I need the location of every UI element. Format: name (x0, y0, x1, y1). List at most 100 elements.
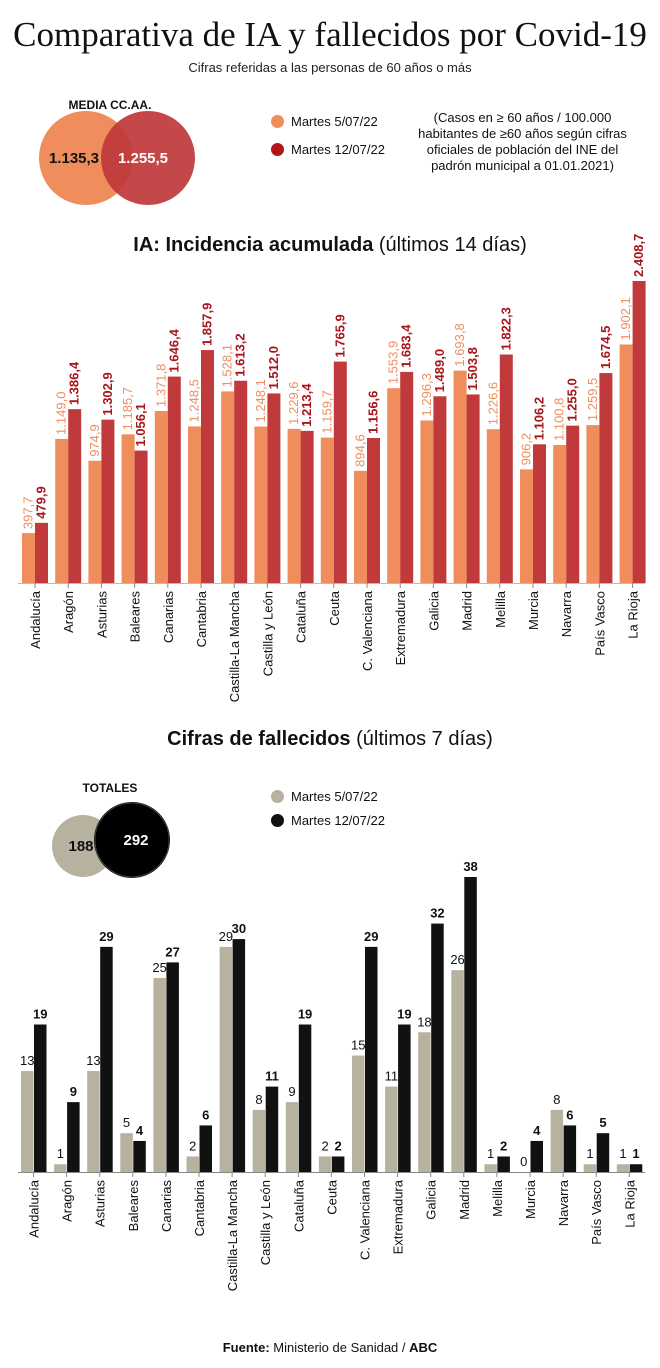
legend-ia-series2: Martes 12/07/22 (271, 142, 385, 157)
fallecidos-data-label-s1: 29 (219, 929, 233, 944)
legend-dot-icon (271, 143, 284, 156)
ia-bar-s2 (234, 380, 248, 583)
ia-bar-s1 (586, 425, 600, 583)
ia-data-label-s2: 1.822,3 (498, 307, 513, 350)
fallecidos-data-label-s1: 2 (189, 1138, 196, 1153)
ia-category-label: Melilla (493, 590, 508, 628)
ia-data-label-s2: 1.302,9 (100, 372, 115, 415)
ia-bar-s1 (320, 437, 334, 583)
fallecidos-category-label: Navarra (556, 1179, 571, 1226)
source-prefix: Fuente: (222, 1340, 270, 1355)
fallecidos-data-label-s2: 2 (500, 1138, 507, 1153)
fallecidos-data-label-s1: 11 (385, 1069, 399, 1084)
fallecidos-category-label: Canarias (159, 1180, 174, 1233)
fallecidos-data-label-s2: 30 (232, 921, 246, 936)
fallecidos-category-label: C. Valenciana (358, 1179, 373, 1260)
ia-data-label-s2: 1.674,5 (598, 326, 613, 369)
ia-category-label: País Vasco (592, 591, 607, 656)
fallecidos-data-label-s1: 1 (487, 1146, 494, 1161)
ia-category-label: Castilla y León (260, 591, 275, 676)
legend-label: Martes 5/07/22 (291, 114, 378, 129)
fallecidos-data-label-s2: 4 (136, 1123, 144, 1138)
source-text: Ministerio de Sanidad / (269, 1340, 410, 1355)
fallecidos-bar-s2 (199, 1125, 212, 1172)
fallecidos-category-label: Madrid (457, 1180, 472, 1220)
ia-data-label-s2: 1.857,9 (200, 303, 215, 346)
ia-category-label: La Rioja (626, 590, 641, 638)
ia-category-label: Cataluña (294, 590, 309, 643)
ia-bar-s1 (619, 344, 633, 583)
methodology-note: (Casos en ≥ 60 años / 100.000 habitantes… (418, 110, 627, 173)
fallecidos-data-label-s2: 29 (99, 929, 113, 944)
ia-data-label-s1: 1.528,1 (220, 344, 235, 387)
ia-bar-s2 (68, 409, 82, 583)
fallecidos-bar-s2 (298, 1024, 312, 1172)
ia-bar-s2 (333, 361, 347, 583)
fallecidos-bar-s1 (87, 1071, 100, 1172)
ia-data-label-s1: 1.226,6 (485, 382, 500, 425)
fallecidos-bar-s2 (67, 1102, 80, 1172)
legend-fallecidos-series1: Martes 5/07/22 (271, 789, 378, 804)
legend-label: Martes 12/07/22 (291, 142, 385, 157)
ia-bar-s2 (566, 425, 580, 583)
ia-bar-s2 (201, 350, 214, 583)
ia-title-bold: IA: Incidencia acumulada (133, 234, 374, 256)
ia-data-label-s1: 1.296,3 (419, 373, 434, 416)
fallecidos-bar-s1 (616, 1164, 630, 1172)
fallecidos-category-label: Extremadura (391, 1179, 406, 1254)
fallecidos-data-label-s2: 19 (33, 1007, 47, 1022)
fallecidos-bar-s2 (232, 939, 246, 1172)
fallecidos-bar-s1 (219, 946, 233, 1172)
ia-section-title: IA: Incidencia acumulada (últimos 14 día… (0, 234, 660, 257)
ia-data-label-s2: 479,9 (34, 486, 49, 519)
venn-fallecidos-value-1: 188 (68, 838, 93, 855)
legend-fallecidos-series2: Martes 12/07/22 (271, 813, 385, 828)
ia-data-label-s1: 1.371,8 (153, 364, 168, 407)
fallecidos-category-label: Cantabria (192, 1179, 207, 1236)
venn-ia-title: MEDIA CC.AA. (68, 98, 152, 112)
ia-bar-s2 (499, 354, 513, 583)
venn-ia-value-1: 1.135,3 (49, 150, 99, 167)
fallecidos-data-label-s1: 15 (351, 1038, 365, 1053)
venn-ia-value-2: 1.255,5 (118, 150, 168, 167)
page-title: Comparativa de IA y fallecidos por Covid… (13, 15, 647, 54)
fallecidos-bar-s1 (484, 1164, 497, 1172)
fallecidos-bar-s1 (153, 977, 166, 1172)
fallecidos-bar-s2 (265, 1086, 279, 1172)
fallecidos-category-label: La Rioja (622, 1179, 637, 1227)
ia-bar-s1 (553, 444, 567, 583)
legend-ia-series1: Martes 5/07/22 (271, 114, 378, 129)
fallecidos-bar-s1 (285, 1102, 299, 1172)
source-brand: ABC (409, 1340, 438, 1355)
fallecidos-bar-s1 (21, 1071, 34, 1172)
fallecidos-bar-s2 (365, 946, 378, 1172)
fallecidos-bar-s1 (550, 1109, 564, 1172)
ia-bar-s2 (632, 281, 646, 583)
fallecidos-bar-s2 (497, 1156, 510, 1172)
ia-category-label: Castilla-La Mancha (227, 590, 242, 702)
fallecidos-data-label-s1: 2 (322, 1138, 329, 1153)
fallecidos-category-label: Cataluña (291, 1179, 306, 1232)
ia-category-label: Galicia (426, 590, 441, 631)
ia-bar-s1 (520, 469, 533, 583)
ia-bar-s2 (599, 373, 613, 583)
fallecidos-data-label-s1: 1 (57, 1146, 64, 1161)
fallecidos-bar-s1 (583, 1164, 597, 1172)
fallecidos-bar-s1 (418, 1032, 431, 1172)
ia-data-label-s1: 1.100,8 (552, 398, 567, 441)
ia-category-label: Murcia (526, 590, 541, 630)
fallecidos-bar-s1 (318, 1156, 332, 1172)
ia-data-label-s1: 974,9 (87, 424, 102, 457)
fallecidos-data-label-s2: 9 (70, 1084, 77, 1099)
fallecidos-data-label-s1: 25 (152, 960, 166, 975)
ia-bar-s1 (221, 391, 235, 583)
fallecidos-data-label-s1: 8 (255, 1092, 262, 1107)
fallecidos-data-label-s1: 5 (123, 1115, 130, 1130)
fallecidos-bar-s2 (331, 1156, 345, 1172)
fallecidos-data-label-s1: 8 (553, 1092, 560, 1107)
ia-data-label-s2: 1.255,0 (565, 378, 580, 421)
ia-bar-s1 (254, 426, 268, 583)
fallecidos-data-label-s2: 32 (430, 906, 444, 921)
